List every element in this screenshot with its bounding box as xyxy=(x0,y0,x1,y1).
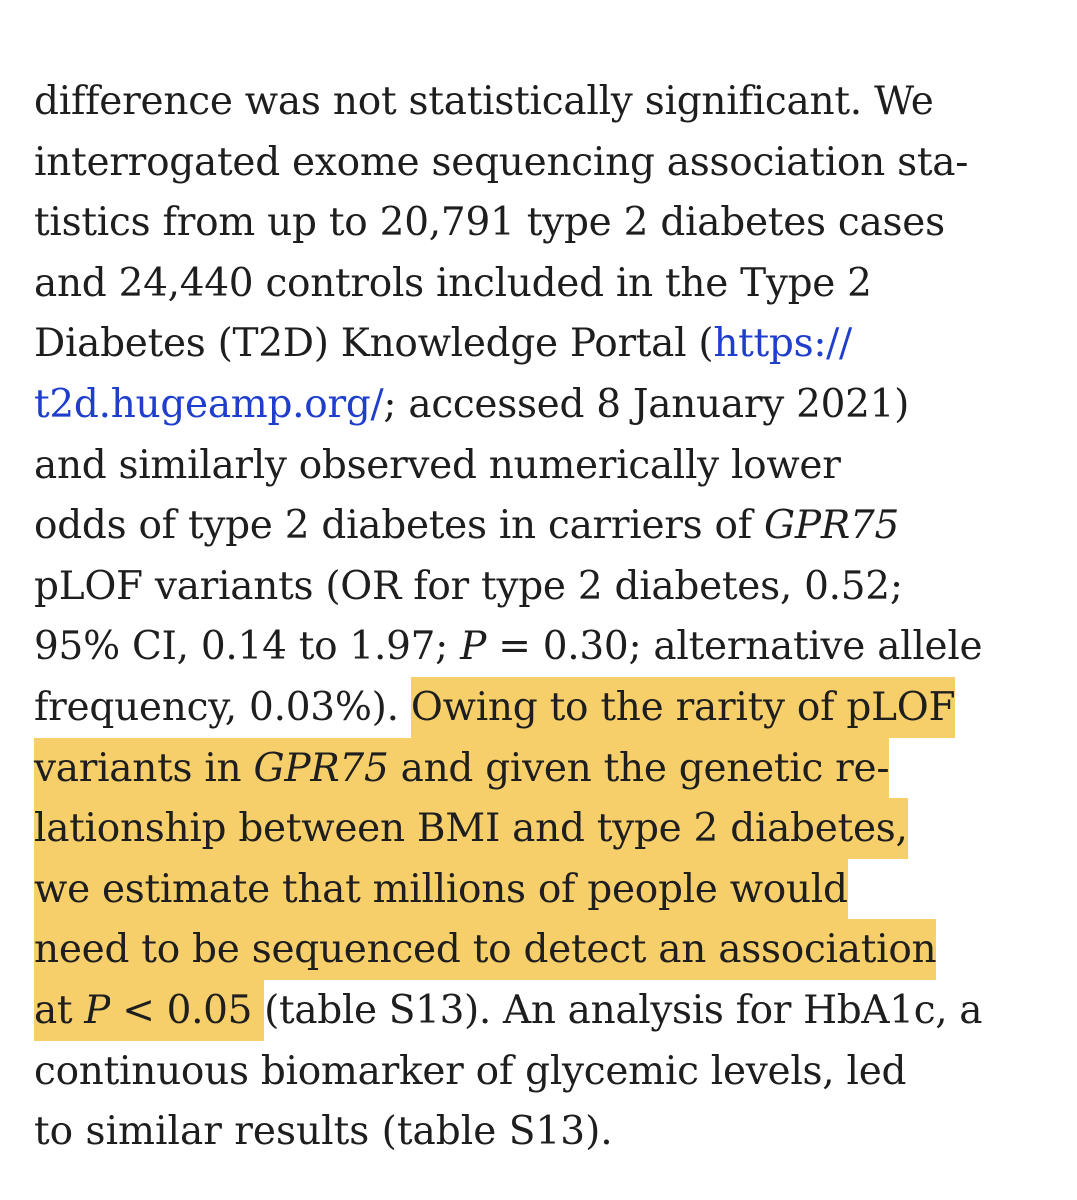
text-line: pLOF variants (OR for type 2 diabetes, 0… xyxy=(34,557,994,618)
highlighted-text: need to be sequenced to detect an associ… xyxy=(34,919,937,981)
text-line: Diabetes (T2D) Knowledge Portal (https:/… xyxy=(34,314,994,375)
highlighted-text: Owing to the rarity of pLOF xyxy=(410,676,956,738)
highlighted-text: and given the genetic re- xyxy=(388,737,890,799)
highlighted-text: we estimate that millions of people woul… xyxy=(34,858,848,920)
text-segment: 95% CI, 0.14 to 1.97; xyxy=(34,624,461,670)
text-line: to similar results (table S13). xyxy=(34,1102,994,1163)
hyperlink[interactable]: https:// xyxy=(713,321,852,367)
highlighted-text: P xyxy=(84,979,111,1041)
text-segment: (table S13). An analysis for HbA1c, a xyxy=(264,987,983,1033)
highlighted-text: GPR75 xyxy=(253,737,389,799)
text-segment: odds of type 2 diabetes in carriers of xyxy=(34,503,765,549)
text-segment: interrogated exome sequencing associatio… xyxy=(34,139,969,185)
text-segment: P xyxy=(460,624,487,670)
text-segment: GPR75 xyxy=(764,503,900,549)
text-segment: = 0.30; alternative allele xyxy=(486,624,983,670)
text-line: and similarly observed numerically lower xyxy=(34,436,994,497)
text-line: at P < 0.05 (table S13). An analysis for… xyxy=(34,979,994,1042)
text-line: interrogated exome sequencing associatio… xyxy=(34,133,994,194)
text-line: odds of type 2 diabetes in carriers of G… xyxy=(34,496,994,557)
text-segment: and similarly observed numerically lower xyxy=(34,442,841,488)
text-segment: Diabetes (T2D) Knowledge Portal ( xyxy=(34,321,714,367)
text-segment: frequency, 0.03%). xyxy=(34,684,411,730)
paragraph-text: difference was not statistically signifi… xyxy=(34,72,994,1163)
text-line: lationship between BMI and type 2 diabet… xyxy=(34,798,994,860)
text-line: frequency, 0.03%). Owing to the rarity o… xyxy=(34,676,994,739)
text-segment: pLOF variants (OR for type 2 diabetes, 0… xyxy=(34,563,903,609)
text-line: 95% CI, 0.14 to 1.97; P = 0.30; alternat… xyxy=(34,617,994,678)
text-line: we estimate that millions of people woul… xyxy=(34,858,994,921)
text-segment: ; accessed 8 January 2021) xyxy=(383,381,910,427)
highlighted-text: at xyxy=(34,979,85,1041)
text-line: t2d.hugeamp.org/; accessed 8 January 202… xyxy=(34,375,994,436)
text-line: tistics from up to 20,791 type 2 diabete… xyxy=(34,193,994,254)
text-line: need to be sequenced to detect an associ… xyxy=(34,919,994,981)
text-segment: and 24,440 controls included in the Type… xyxy=(34,260,872,306)
hyperlink[interactable]: t2d.hugeamp.org/ xyxy=(34,381,384,427)
text-segment: difference was not statistically signifi… xyxy=(34,79,934,124)
highlighted-text: < 0.05 xyxy=(110,979,265,1041)
text-line: continuous biomarker of glycemic levels,… xyxy=(34,1042,994,1103)
text-segment: tistics from up to 20,791 type 2 diabete… xyxy=(34,200,945,246)
text-line: variants in GPR75 and given the genetic … xyxy=(34,737,994,800)
text-segment: to similar results (table S13). xyxy=(34,1109,613,1155)
text-line: difference was not statistically signifi… xyxy=(34,72,994,133)
highlighted-text: lationship between BMI and type 2 diabet… xyxy=(34,798,908,860)
text-segment: continuous biomarker of glycemic levels,… xyxy=(34,1048,907,1094)
highlighted-text: variants in xyxy=(34,737,254,799)
text-line: and 24,440 controls included in the Type… xyxy=(34,254,994,315)
